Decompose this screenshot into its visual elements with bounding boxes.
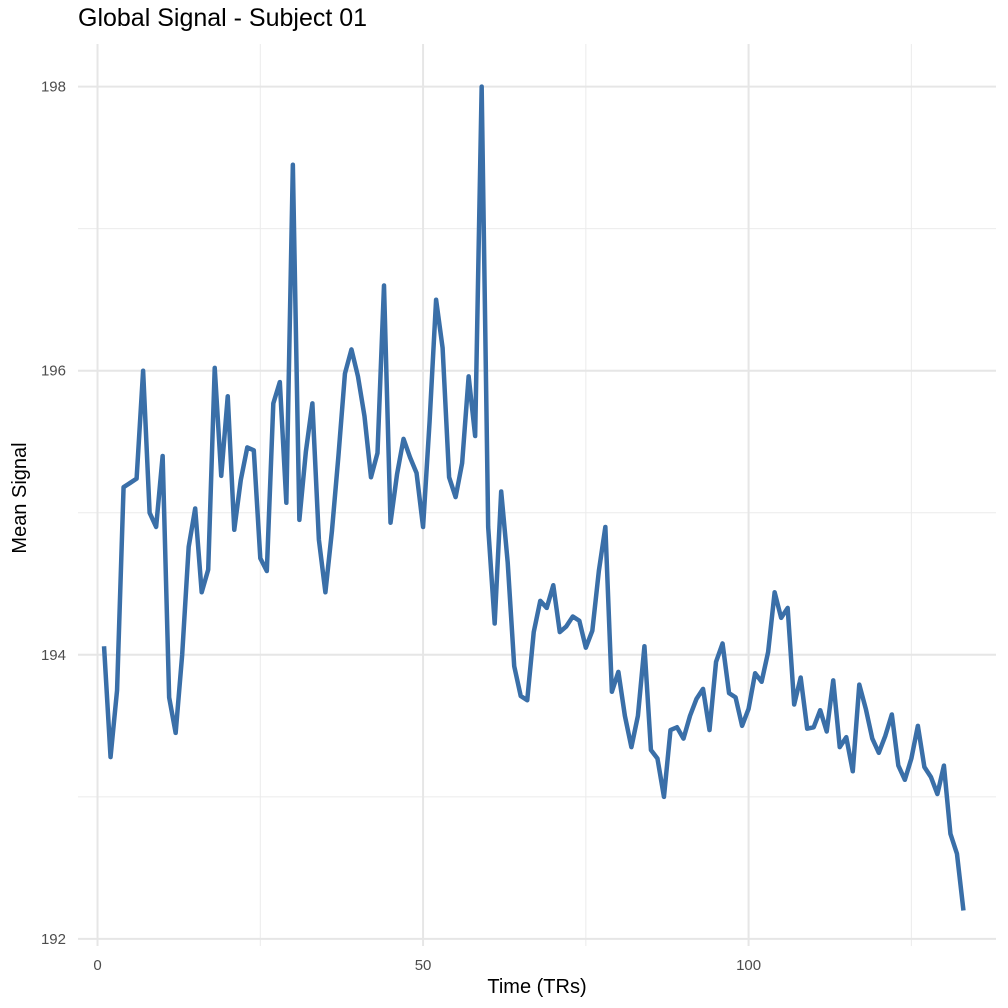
x-tick-label: 50: [415, 957, 432, 974]
y-tick-label: 196: [41, 363, 66, 380]
y-axis-label: Mean Signal: [9, 442, 31, 553]
y-tick-label: 192: [41, 931, 66, 948]
x-tick-label: 100: [736, 957, 761, 974]
series-line-0: [101, 84, 966, 911]
x-axis-ticks: 0 50 100: [93, 957, 761, 974]
grid-minor: [78, 44, 996, 946]
x-tick-label: 0: [93, 957, 101, 974]
x-axis-label: Time (TRs): [487, 976, 586, 998]
chart-title: Global Signal - Subject 01: [78, 4, 368, 32]
series-layer: [101, 84, 966, 911]
y-axis-ticks: 192 194 196 198: [41, 79, 66, 948]
y-tick-label: 198: [41, 79, 66, 96]
y-tick-label: 194: [41, 647, 66, 664]
grid-major: [78, 44, 996, 946]
